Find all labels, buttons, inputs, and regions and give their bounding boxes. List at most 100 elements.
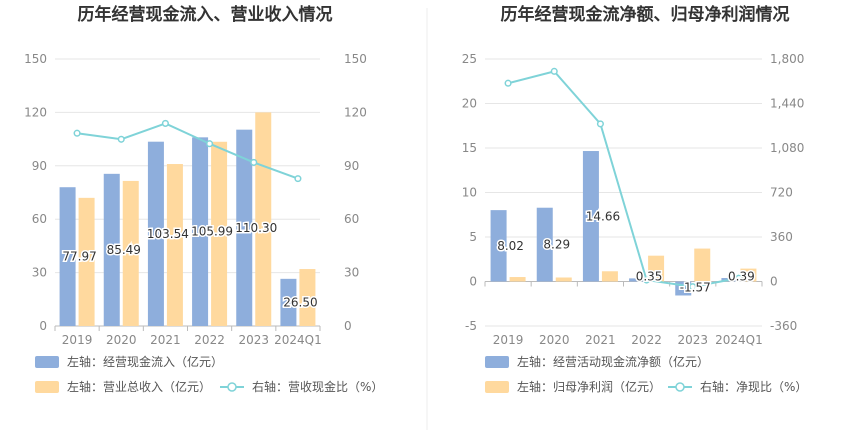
- legend-swatch: [35, 381, 59, 393]
- x-axis-tick-label: 2023: [238, 333, 269, 347]
- data-label: 103.54: [147, 227, 189, 241]
- data-label: 110.30: [235, 221, 277, 235]
- right-axis-tick-label: 720: [770, 186, 793, 200]
- primary-bar: [59, 187, 76, 326]
- data-label: -1.57: [680, 280, 711, 294]
- ratio-point: [117, 135, 125, 143]
- ratio-point: [689, 283, 697, 291]
- right-axis-tick-label: 120: [344, 105, 367, 119]
- left-axis-tick-label: 120: [24, 105, 47, 119]
- primary-bar: [490, 210, 507, 282]
- right-axis-tick-label: 60: [344, 212, 359, 226]
- x-axis-tick-label: 2024Q1: [274, 333, 322, 347]
- primary-bar: [147, 141, 164, 326]
- primary-bar: [280, 278, 297, 326]
- left-axis-tick-label: 25: [462, 52, 477, 66]
- secondary-bar: [740, 268, 757, 282]
- right-axis-tick-label: 1,800: [770, 52, 804, 66]
- secondary-bar: [555, 277, 572, 282]
- secondary-bar: [509, 277, 526, 282]
- legend-label: 右轴：营收现金比（%）: [252, 379, 383, 394]
- data-label: 0.39: [728, 270, 755, 284]
- legend-label: 右轴：净现比（%）: [700, 379, 807, 394]
- secondary-bar: [601, 271, 618, 282]
- x-axis-tick-label: 2020: [106, 333, 137, 347]
- legend-label: 左轴：归母净利润（亿元）: [517, 379, 661, 394]
- x-axis-tick-label: 2024Q1: [715, 333, 763, 347]
- left-axis-tick-label: 20: [462, 97, 477, 111]
- x-axis-tick-label: 2019: [62, 333, 93, 347]
- ratio-point: [550, 67, 558, 75]
- chart-netcashflow-netprofit: 历年经营现金流净额、归母净利润情况 -5 0 5 10 15 20 25 -360 0 360 720…: [462, 4, 808, 394]
- left-axis-tick-label: 60: [32, 212, 47, 226]
- right-axis-tick-label: -360: [770, 319, 797, 333]
- data-label: 77.97: [62, 250, 96, 264]
- ratio-point: [735, 274, 743, 282]
- secondary-bar: [122, 180, 139, 326]
- ratio-point: [206, 140, 214, 148]
- data-label: 8.02: [497, 239, 524, 253]
- data-label: 0.35: [636, 270, 663, 284]
- right-axis-tick-label: 30: [344, 266, 359, 280]
- chart-cashflow-revenue: 历年经营现金流入、营业收入情况 0 30 60 90 120 150 0 30 60 90 120 15…: [24, 4, 383, 394]
- right-axis-tick-label: 0: [344, 319, 352, 333]
- ratio-point: [596, 120, 604, 128]
- primary-bar: [536, 207, 553, 282]
- x-axis-tick-label: 2023: [677, 333, 708, 347]
- data-label: 14.66: [586, 209, 620, 223]
- secondary-bar: [299, 269, 316, 326]
- ratio-point: [294, 175, 302, 183]
- left-axis-tick-label: 30: [32, 266, 47, 280]
- ratio-point: [504, 79, 512, 87]
- data-label: 8.29: [543, 238, 570, 252]
- x-axis-tick-label: 2021: [585, 333, 616, 347]
- left-axis-tick-label: 90: [32, 159, 47, 173]
- ratio-line: [76, 122, 299, 180]
- legend-swatch: [485, 381, 509, 393]
- right-axis-tick-label: 1,080: [770, 141, 804, 155]
- x-axis-tick-label: 2022: [194, 333, 225, 347]
- left-axis-tick-label: 0: [39, 319, 47, 333]
- left-axis-tick-label: -5: [465, 319, 477, 333]
- left-axis-tick-label: 5: [469, 230, 477, 244]
- x-axis-tick-label: 2019: [493, 333, 524, 347]
- data-label: 105.99: [191, 225, 233, 239]
- data-label: 26.50: [283, 295, 317, 309]
- right-axis-tick-label: 1,440: [770, 97, 804, 111]
- primary-bar: [629, 278, 646, 282]
- left-axis-tick-label: 15: [462, 141, 477, 155]
- x-axis-tick-label: 2020: [539, 333, 570, 347]
- primary-bar: [192, 137, 209, 326]
- left-axis-tick-label: 0: [469, 275, 477, 289]
- secondary-bar: [648, 255, 665, 282]
- secondary-bar: [78, 197, 95, 326]
- legend-swatch-marker: [675, 382, 685, 392]
- secondary-bar: [255, 112, 272, 327]
- chart-title: 历年经营现金流净额、归母净利润情况: [501, 4, 790, 25]
- ratio-point: [250, 158, 258, 166]
- left-axis-tick-label: 10: [462, 186, 477, 200]
- right-axis-tick-label: 150: [344, 52, 367, 66]
- left-axis-tick-label: 150: [24, 52, 47, 66]
- primary-bar: [236, 129, 253, 326]
- ratio-point: [73, 129, 81, 137]
- legend-swatch: [35, 356, 59, 368]
- legend-label: 左轴：经营活动现金流净额（亿元）: [517, 354, 709, 369]
- legend-label: 左轴：经营现金流入（亿元）: [67, 354, 223, 369]
- data-label: 85.49: [107, 243, 141, 257]
- chart-title: 历年经营现金流入、营业收入情况: [78, 4, 333, 25]
- legend-swatch: [485, 356, 509, 368]
- right-axis-tick-label: 0: [770, 275, 778, 289]
- ratio-point: [161, 119, 169, 127]
- primary-bar: [582, 151, 599, 282]
- right-axis-tick-label: 360: [770, 230, 793, 244]
- right-axis-tick-label: 90: [344, 159, 359, 173]
- primary-bar: [103, 173, 120, 326]
- legend-label: 左轴：营业总收入（亿元）: [67, 379, 211, 394]
- secondary-bar: [694, 248, 711, 282]
- secondary-bar: [211, 141, 228, 326]
- x-axis-tick-label: 2021: [150, 333, 181, 347]
- legend-swatch-marker: [227, 382, 237, 392]
- x-axis-tick-label: 2022: [631, 333, 662, 347]
